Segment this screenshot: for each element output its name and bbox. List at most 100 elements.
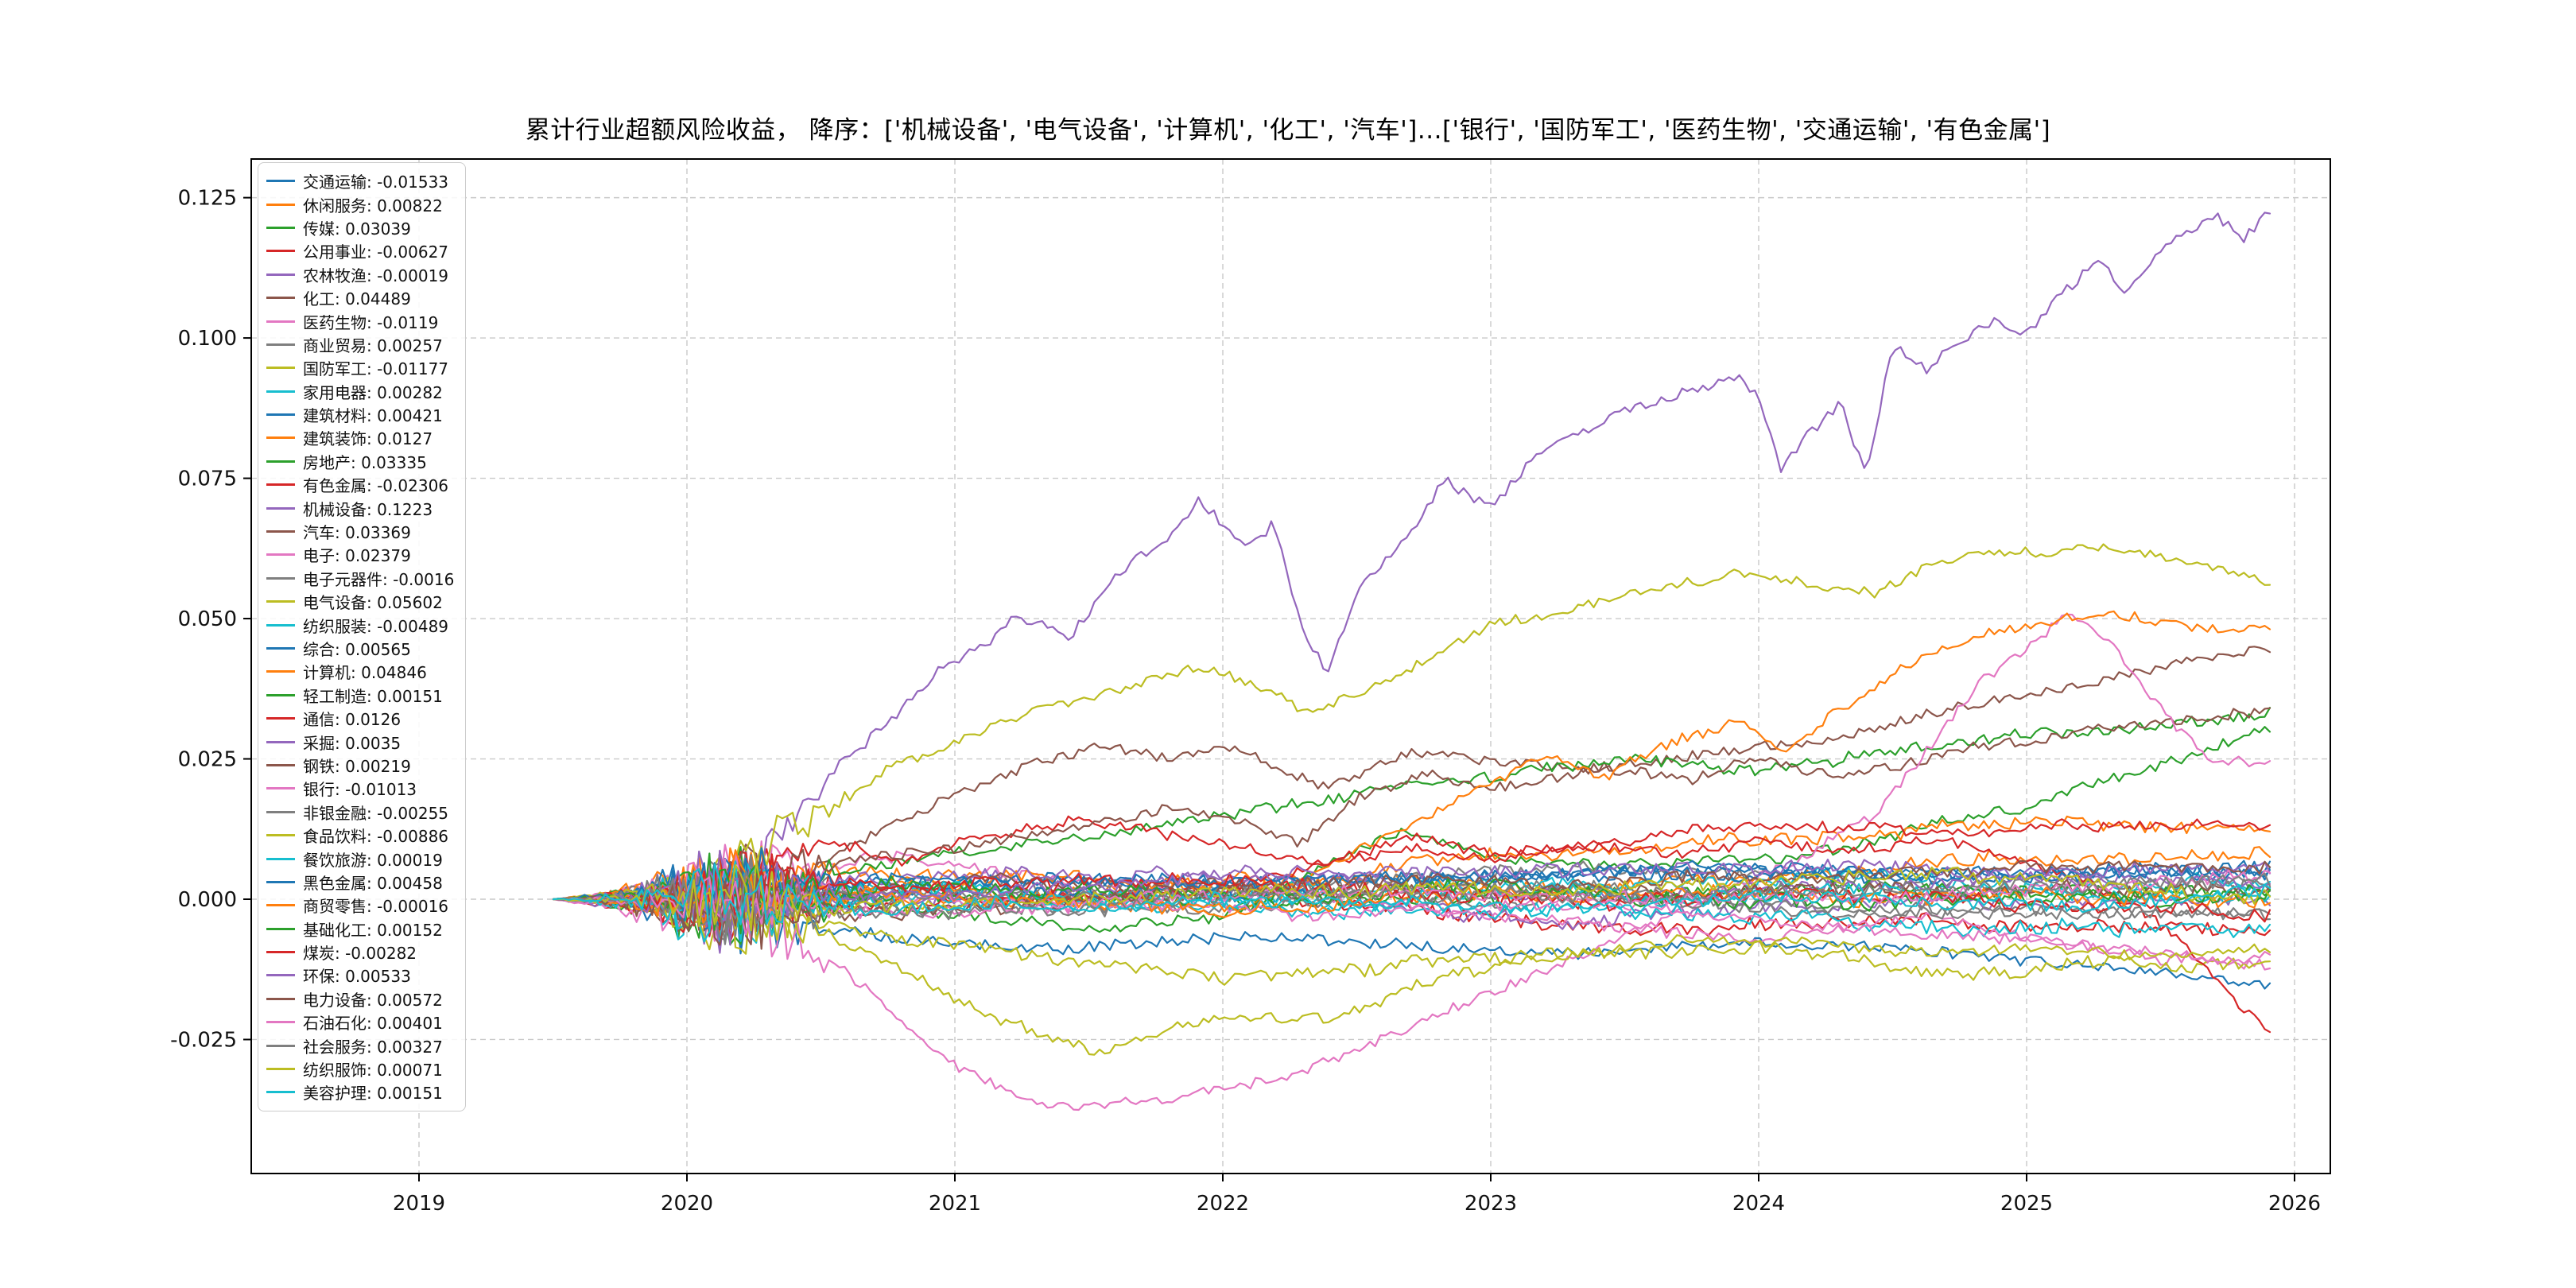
legend-line-sample xyxy=(266,740,295,743)
svg-text:0.025: 0.025 xyxy=(178,748,237,772)
legend-line-sample xyxy=(266,1068,295,1071)
legend-line-sample xyxy=(266,880,295,883)
legend-label: 电力设备: 0.00572 xyxy=(303,990,443,1010)
legend-item: 社会服务: 0.00327 xyxy=(266,1034,454,1057)
legend-line-sample xyxy=(266,180,295,183)
svg-text:0.125: 0.125 xyxy=(178,187,237,211)
legend-item: 公用事业: -0.00627 xyxy=(266,239,454,262)
legend-item: 计算机: 0.04846 xyxy=(266,660,454,683)
legend-line-sample xyxy=(266,787,295,790)
legend-label: 电子: 0.02379 xyxy=(303,546,411,566)
legend-line-sample xyxy=(266,623,295,627)
legend-line-sample xyxy=(266,226,295,229)
legend-line-sample xyxy=(266,250,295,253)
legend-item: 机械设备: 0.1223 xyxy=(266,496,454,519)
legend-label: 汽车: 0.03369 xyxy=(303,523,411,543)
legend-label: 机械设备: 0.1223 xyxy=(303,499,433,519)
legend-line-sample xyxy=(266,413,295,417)
legend-line-sample xyxy=(266,810,295,813)
legend-item: 国防军工: -0.01177 xyxy=(266,356,454,379)
legend-line-sample xyxy=(266,904,295,907)
legend-line-sample xyxy=(266,576,295,580)
legend-line-sample xyxy=(266,273,295,276)
legend-item: 综合: 0.00565 xyxy=(266,637,454,660)
legend-item: 美容护理: 0.00151 xyxy=(266,1080,454,1104)
legend-item: 医药生物: -0.0119 xyxy=(266,309,454,332)
svg-text:0.075: 0.075 xyxy=(178,467,237,491)
legend-item: 银行: -0.01013 xyxy=(266,777,454,800)
legend-label: 纺织服饰: 0.00071 xyxy=(303,1061,443,1080)
legend-item: 商业贸易: 0.00257 xyxy=(266,333,454,356)
legend-label: 电子元器件: -0.0016 xyxy=(303,569,455,589)
legend-item: 纺织服饰: 0.00071 xyxy=(266,1057,454,1080)
legend-label: 交通运输: -0.01533 xyxy=(303,173,449,192)
legend-item: 农林牧渔: -0.00019 xyxy=(266,263,454,286)
svg-text:2021: 2021 xyxy=(929,1192,981,1216)
svg-text:2023: 2023 xyxy=(1465,1192,1517,1216)
svg-text:2022: 2022 xyxy=(1197,1192,1249,1216)
legend-label: 环保: 0.00533 xyxy=(303,967,411,987)
legend-item: 电力设备: 0.00572 xyxy=(266,987,454,1011)
legend-item: 煤炭: -0.00282 xyxy=(266,941,454,964)
legend-label: 商业贸易: 0.00257 xyxy=(303,336,443,355)
legend-line-sample xyxy=(266,1021,295,1024)
legend-label: 综合: 0.00565 xyxy=(303,640,411,659)
legend-line-sample xyxy=(266,927,295,930)
chart-title: 累计行业超额风险收益， 降序：['机械设备', '电气设备', '计算机', '… xyxy=(525,116,2051,145)
legend-label: 家用电器: 0.00282 xyxy=(303,382,443,402)
legend-line-sample xyxy=(266,717,295,720)
legend-item: 基础化工: 0.00152 xyxy=(266,918,454,941)
legend-label: 餐饮旅游: 0.00019 xyxy=(303,850,443,870)
legend-label: 房地产: 0.03335 xyxy=(303,452,427,472)
legend-line-sample xyxy=(266,647,295,650)
legend-label: 休闲服务: 0.00822 xyxy=(303,196,443,215)
legend-item: 黑色金属: 0.00458 xyxy=(266,871,454,894)
legend-line-sample xyxy=(266,460,295,463)
legend-item: 建筑材料: 0.00421 xyxy=(266,403,454,426)
legend-line-sample xyxy=(266,1044,295,1047)
svg-text:0.100: 0.100 xyxy=(178,327,237,351)
legend-item: 石油石化: 0.00401 xyxy=(266,1011,454,1034)
svg-text:0.050: 0.050 xyxy=(178,607,237,631)
legend-item: 交通运输: -0.01533 xyxy=(266,169,454,192)
legend-item: 有色金属: -0.02306 xyxy=(266,473,454,496)
legend-item: 家用电器: 0.00282 xyxy=(266,380,454,403)
legend-line-sample xyxy=(266,343,295,346)
legend-item: 钢铁: 0.00219 xyxy=(266,754,454,777)
legend-label: 食品饮料: -0.00886 xyxy=(303,827,449,847)
legend-label: 非银金融: -0.00255 xyxy=(303,803,449,823)
legend-line-sample xyxy=(266,670,295,673)
legend-label: 商贸零售: -0.00016 xyxy=(303,897,449,917)
legend-line-sample xyxy=(266,390,295,393)
legend-item: 采掘: 0.0035 xyxy=(266,730,454,753)
legend-label: 钢铁: 0.00219 xyxy=(303,756,411,776)
legend-line-sample xyxy=(266,530,295,533)
legend-label: 医药生物: -0.0119 xyxy=(303,312,439,332)
svg-text:2025: 2025 xyxy=(2000,1192,2053,1216)
legend-item: 商贸零售: -0.00016 xyxy=(266,894,454,917)
legend-line-sample xyxy=(266,951,295,954)
legend-item: 房地产: 0.03335 xyxy=(266,450,454,473)
legend-label: 化工: 0.04489 xyxy=(303,289,411,309)
svg-text:2026: 2026 xyxy=(2268,1192,2321,1216)
legend-item: 非银金融: -0.00255 xyxy=(266,801,454,824)
legend-label: 煤炭: -0.00282 xyxy=(303,944,417,964)
legend-label: 建筑材料: 0.00421 xyxy=(303,406,443,426)
legend-item: 电气设备: 0.05602 xyxy=(266,590,454,613)
legend-label: 建筑装饰: 0.0127 xyxy=(303,429,433,449)
svg-text:0.000: 0.000 xyxy=(178,888,237,912)
legend-line-sample xyxy=(266,974,295,977)
legend-line-sample xyxy=(266,320,295,323)
legend-label: 农林牧渔: -0.00019 xyxy=(303,266,449,285)
legend-line-sample xyxy=(266,693,295,696)
svg-text:2019: 2019 xyxy=(393,1192,445,1216)
legend-label: 国防军工: -0.01177 xyxy=(303,359,449,379)
legend-label: 传媒: 0.03039 xyxy=(303,219,411,239)
legend-label: 石油石化: 0.00401 xyxy=(303,1014,443,1034)
legend-label: 有色金属: -0.02306 xyxy=(303,476,449,496)
legend-label: 黑色金属: 0.00458 xyxy=(303,873,443,893)
legend-item: 电子: 0.02379 xyxy=(266,543,454,566)
legend-item: 休闲服务: 0.00822 xyxy=(266,192,454,215)
legend-item: 电子元器件: -0.0016 xyxy=(266,567,454,590)
